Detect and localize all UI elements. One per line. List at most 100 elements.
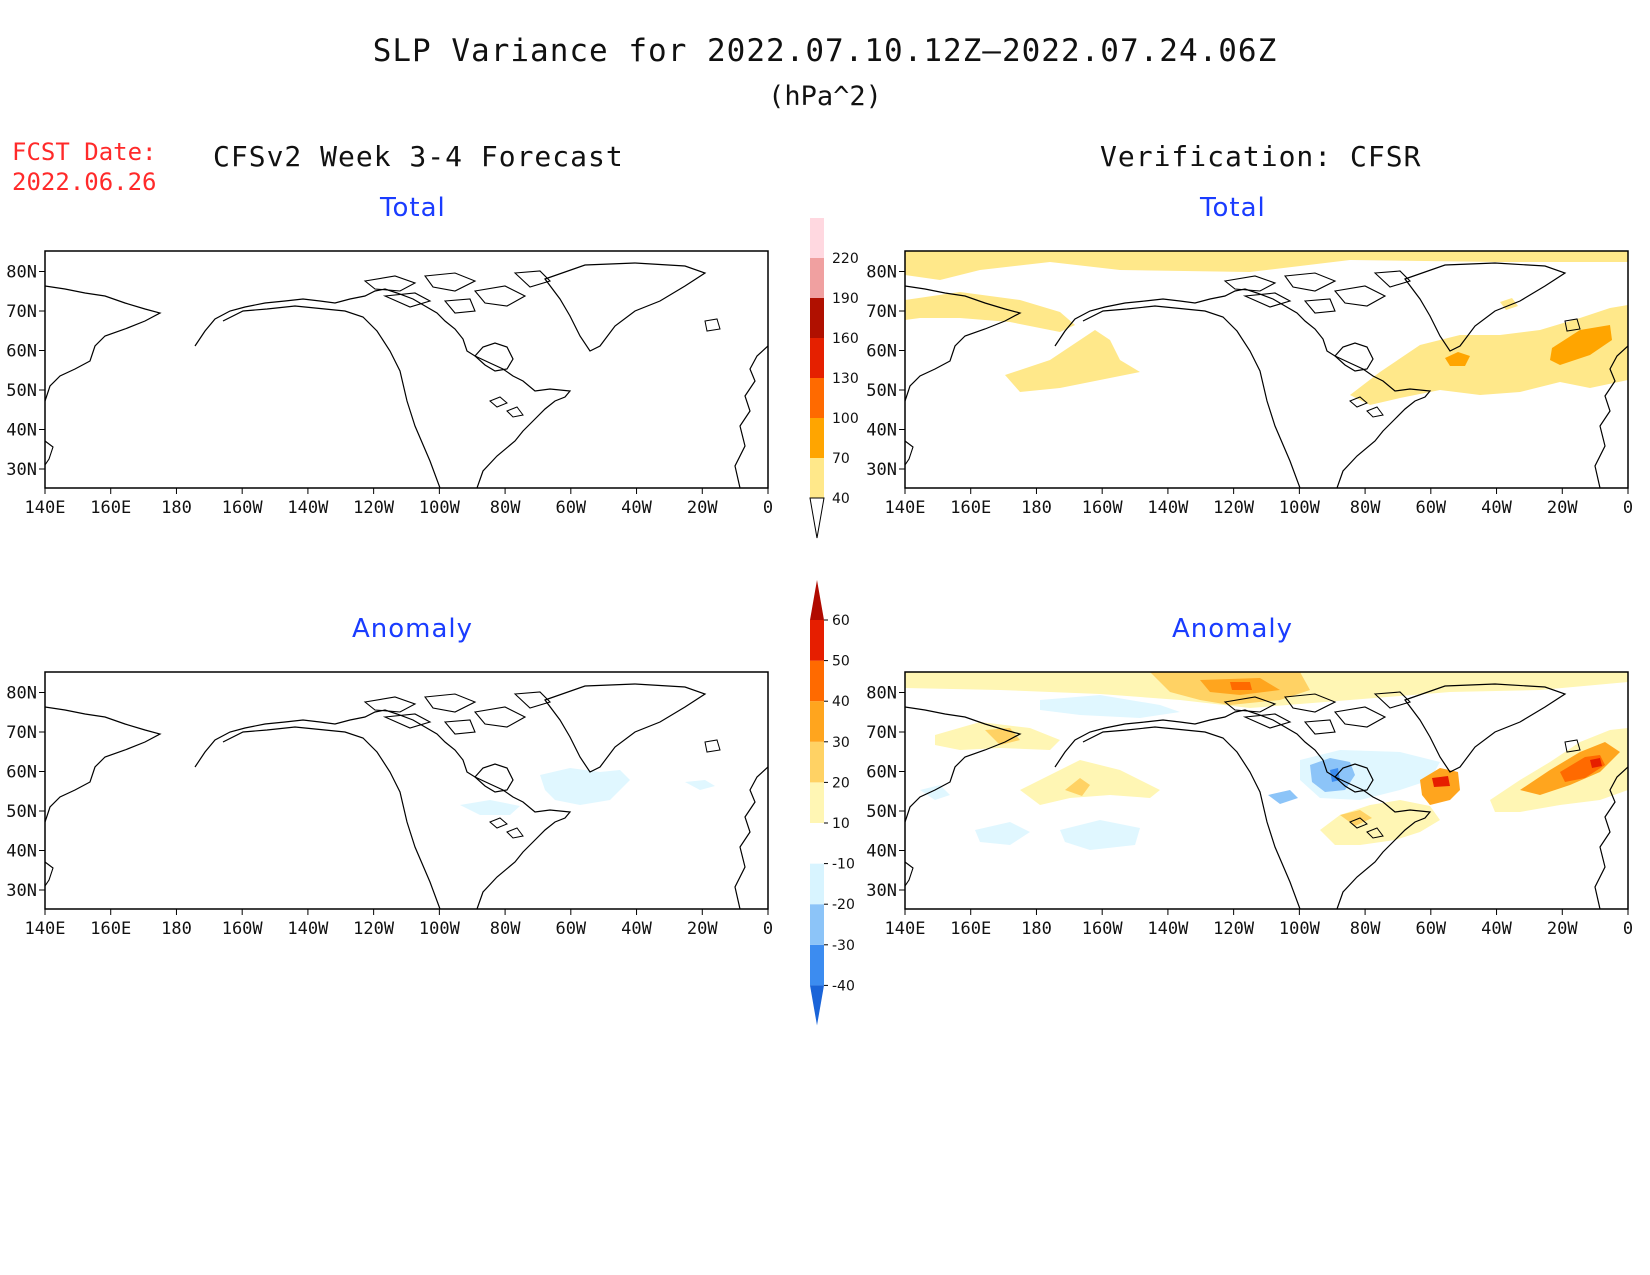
colorbar-swatch (810, 863, 824, 905)
lon-tick-label: 160E (950, 498, 991, 518)
lon-tick-label: 180 (1021, 498, 1052, 518)
colorbar-swatch (810, 258, 824, 298)
lon-tick-label: 180 (1021, 919, 1052, 939)
lon-tick-label: 0 (1623, 919, 1633, 939)
lon-tick-label: 60W (1415, 498, 1446, 518)
lat-tick-label: 80N (866, 684, 897, 704)
forecast-anomaly-map (44, 671, 769, 910)
colorbar-anomaly: -40 -30 -20 -10 10 20 30 40 50 60 (810, 580, 855, 1026)
forecast-total-map (44, 250, 769, 489)
lat-tick-label: 60N (6, 342, 37, 362)
fcst-date-label: FCST Date: 2022.06.26 (12, 137, 157, 197)
anom-blue-lakes (1268, 790, 1298, 804)
lon-tick-label: 60W (1415, 919, 1446, 939)
lon-tick-label: 140W (1147, 498, 1189, 518)
anom-yellow-alaska (1020, 760, 1160, 805)
lat-tick-label: 60N (6, 763, 37, 783)
lon-tick-label: 140E (25, 498, 66, 518)
lon-tick-label: 0 (763, 498, 773, 518)
lon-tick-label: 160E (90, 919, 131, 939)
total-orange-2 (1550, 325, 1612, 365)
lat-tick-label: 50N (866, 381, 897, 401)
colorbar-swatch (810, 620, 824, 661)
anom-orange-arctic-3 (1230, 682, 1252, 690)
colorbar-level-label: 130 (832, 371, 859, 387)
colorbar-level-label: 70 (832, 451, 850, 467)
lon-tick-label: 40W (1481, 919, 1512, 939)
lat-tick-label: 60N (866, 763, 897, 783)
colorbar-swatch (810, 904, 824, 945)
lat-tick-label: 30N (866, 460, 897, 480)
lon-tick-label: 120W (1213, 919, 1255, 939)
colorbar-top-arrow (810, 580, 824, 620)
lon-tick-label: 20W (1547, 919, 1578, 939)
lon-tick-label: 60W (555, 919, 586, 939)
forecast-heading: CFSv2 Week 3-4 Forecast (213, 140, 624, 173)
lon-tick-label: 140E (885, 919, 926, 939)
verification-anomaly-map (904, 671, 1629, 910)
anomaly-lightblue-fcst-3 (685, 780, 715, 790)
anom-lightblue-pacific-3 (920, 785, 950, 800)
fcst-date-value: 2022.06.26 (12, 168, 157, 196)
lat-tick-label: 50N (6, 381, 37, 401)
lat-tick-label: 80N (866, 263, 897, 283)
colorbar-swatch (810, 418, 824, 458)
lon-tick-label: 100W (1279, 919, 1321, 939)
lon-tick-label: 140W (287, 919, 329, 939)
verification-total-map (904, 250, 1629, 489)
panel-title-forecast-anomaly: Anomaly (352, 614, 474, 644)
lon-tick-label: 100W (419, 919, 461, 939)
axis-labels: 140E 160E 180 160W 140W 120W 100W 80W 60W 40W 20W 0… (6, 263, 1633, 940)
lon-tick-label: 140E (885, 498, 926, 518)
colorbar-swatch (810, 823, 824, 864)
anom-lightblue-pacific-2 (1060, 820, 1140, 850)
colorbar-level-label: 20 (832, 775, 850, 791)
anom-orange-east (1340, 810, 1372, 826)
fcst-date-caption: FCST Date: (12, 138, 157, 166)
anomaly-lightblue-fcst-2 (460, 800, 520, 815)
lon-tick-label: 180 (161, 498, 192, 518)
lon-tick-label: 0 (763, 919, 773, 939)
colorbar-level-label: -20 (832, 897, 855, 913)
panel-title-verification-anomaly: Anomaly (1172, 614, 1294, 644)
colorbar-bottom-arrow (809, 497, 825, 539)
panel-title-verification-total: Total (1200, 193, 1266, 223)
lon-tick-label: 160W (1082, 498, 1124, 518)
lon-tick-label: 40W (1481, 498, 1512, 518)
colorbar-level-label: 10 (832, 816, 850, 832)
lon-tick-label: 140W (1147, 919, 1189, 939)
lon-tick-label: 20W (687, 919, 718, 939)
lon-tick-label: 40W (621, 919, 652, 939)
colorbar-swatch (810, 298, 824, 338)
colorbar-swatch (810, 458, 824, 498)
colorbar-level-label: 190 (832, 291, 859, 307)
colorbar-level-label: -40 (832, 978, 855, 994)
colorbar-level-label: 160 (832, 331, 859, 347)
lon-tick-label: 60W (555, 498, 586, 518)
lat-tick-label: 60N (866, 342, 897, 362)
anom-yellow-east (1320, 800, 1440, 845)
lon-tick-label: 80W (1350, 919, 1381, 939)
colorbar-level-label: -30 (832, 938, 855, 954)
lon-tick-label: 80W (490, 919, 521, 939)
lat-tick-label: 50N (866, 802, 897, 822)
colorbar-level-label: 50 (832, 654, 850, 670)
colorbar-level-label: -10 (832, 857, 855, 873)
lat-tick-label: 70N (866, 302, 897, 322)
lon-tick-label: 20W (687, 498, 718, 518)
colorbar-swatch (810, 660, 824, 702)
total-yellow-alaska (1005, 330, 1140, 392)
colorbar-swatch (810, 944, 824, 986)
lon-tick-label: 80W (1350, 498, 1381, 518)
anom-lightblue-north (1040, 695, 1180, 718)
anom-red-natl (1590, 758, 1602, 768)
colorbar-swatch (810, 782, 824, 823)
lon-tick-label: 120W (353, 919, 395, 939)
main-title: SLP Variance for 2022.07.10.12Z—2022.07.… (372, 33, 1278, 69)
lon-tick-label: 140W (287, 498, 329, 518)
total-yellow-atlantic (1350, 305, 1628, 405)
total-orange-1 (1445, 352, 1470, 366)
lon-tick-label: 80W (490, 498, 521, 518)
lon-tick-label: 120W (353, 498, 395, 518)
